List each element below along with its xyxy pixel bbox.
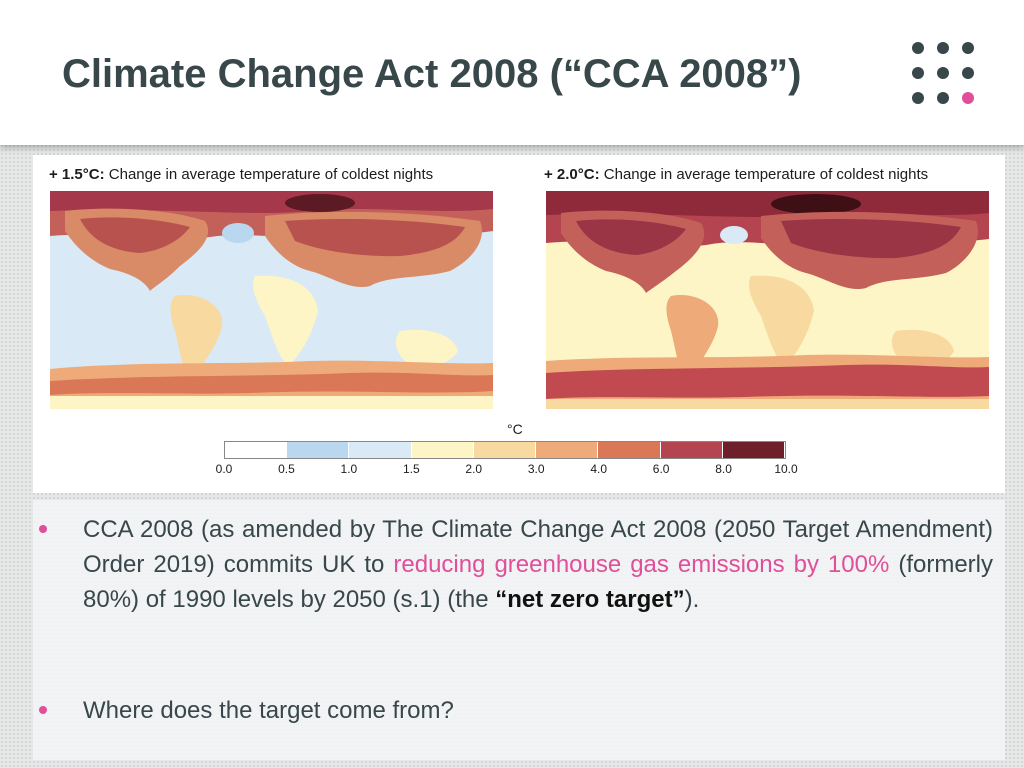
colorbar-unit-label: °C: [507, 421, 523, 437]
bullet-text-part: CCA 2008 (as amended by The Climate Chan…: [83, 516, 993, 578]
colorbar-tick-label: 8.0: [715, 462, 732, 476]
colorbar-tick-label: 1.0: [340, 462, 358, 476]
right-map-scenario: + 2.0°C:: [544, 166, 600, 183]
colorbar-segment: [536, 442, 599, 458]
temperature-colorbar: [224, 441, 786, 459]
bullet-text: CCA 2008 (as amended by The Climate Chan…: [83, 512, 993, 617]
colorbar-tick-label: 1.5: [402, 462, 420, 476]
colorbar-segment: [349, 442, 412, 458]
colorbar-segment: [473, 442, 537, 458]
dots-logo-icon: [908, 38, 978, 108]
left-map-caption: Change in average temperature of coldest…: [104, 166, 434, 183]
bullet-dot-icon: [39, 525, 47, 533]
colorbar-segment: [225, 442, 288, 458]
colorbar-segment: [598, 442, 661, 458]
left-map-scenario: + 1.5°C:: [49, 166, 105, 183]
colorbar-tick-label: 2.0: [465, 462, 483, 476]
slide-header: Climate Change Act 2008 (“CCA 2008”): [0, 0, 1024, 145]
right-map-caption: Change in average temperature of coldest…: [599, 166, 929, 183]
left-warming-map: [50, 191, 493, 409]
colorbar-tick-label: 10.0: [774, 462, 798, 476]
colorbar-segment: [660, 442, 723, 458]
colorbar-segment: [287, 442, 350, 458]
colorbar-tick-label: 0.5: [278, 462, 295, 476]
slide-body: CCA 2008 (as amended by The Climate Chan…: [33, 500, 1005, 760]
bullet-highlight: reducing greenhouse gas emissions by 100…: [393, 551, 890, 578]
colorbar-tick-label: 4.0: [590, 462, 607, 476]
right-warming-map: [546, 191, 989, 409]
left-map-title: + 1.5°C: Change in average temperature o…: [49, 166, 433, 183]
colorbar-segment: [411, 442, 474, 458]
right-map-title: + 2.0°C: Change in average temperature o…: [544, 166, 928, 183]
colorbar-tick-label: 0.0: [215, 462, 233, 476]
bullet-text-part: (formerly 80%) of 1990 levels by 2050 (s…: [83, 551, 993, 613]
colorbar-ticks: 0.0 0.5 1.0 1.5 2.0 3.0 4.0 6.0 8.0 10.0: [216, 462, 798, 478]
bullet-dot-icon: [39, 706, 47, 714]
climate-figure: + 1.5°C: Change in average temperature o…: [33, 155, 1005, 493]
bullet-text: Where does the target come from?: [83, 697, 454, 724]
colorbar-tick-label: 3.0: [527, 462, 545, 476]
colorbar-segment: [722, 442, 785, 458]
bullet-text-part: ).: [684, 586, 700, 613]
colorbar-tick-label: 6.0: [652, 462, 670, 476]
page-title: Climate Change Act 2008 (“CCA 2008”): [62, 52, 802, 96]
bullet-strong: “net zero target”: [495, 586, 685, 613]
